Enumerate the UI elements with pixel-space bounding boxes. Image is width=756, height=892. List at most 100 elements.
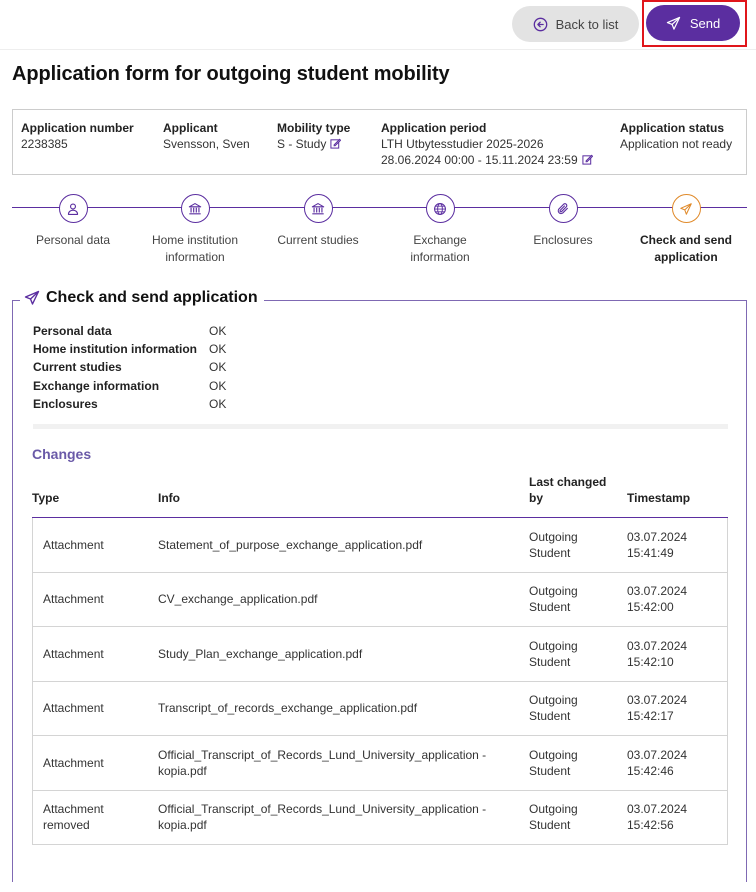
paperclip-icon <box>548 194 578 223</box>
form-stepper: Personal data Home institution informati… <box>12 192 747 264</box>
step-label-line2: information <box>165 250 225 264</box>
person-icon <box>58 194 88 223</box>
application-status-field: Application status Application not ready <box>620 120 732 152</box>
cell-info: Study_Plan_exchange_application.pdf <box>158 627 362 681</box>
summary-label: Current studies <box>33 360 122 375</box>
cell-line: 15:42:56 <box>627 818 674 833</box>
applicant-label: Applicant <box>163 121 218 135</box>
back-to-list-button[interactable]: Back to list <box>512 6 639 42</box>
step-label: Check and send <box>639 233 733 247</box>
step-label: Exchange <box>413 233 467 247</box>
column-header-type: Type <box>32 491 60 505</box>
summary-row: Personal data OK <box>33 323 226 341</box>
application-status-value: Application not ready <box>620 137 733 151</box>
column-header-line: by <box>529 491 544 505</box>
cell-timestamp: 03.07.2024 15:42:56 <box>627 791 687 845</box>
step-check-and-send-application[interactable]: Check and send application <box>621 192 751 266</box>
cell-last-changed-by: Outgoing Student <box>529 682 578 736</box>
cell-line: 15:42:10 <box>627 654 674 669</box>
cell-line: 03.07.2024 <box>627 529 688 544</box>
edit-icon[interactable] <box>582 153 593 165</box>
summary-status: OK <box>209 324 227 338</box>
summary-label: Exchange information <box>33 378 160 393</box>
cell-timestamp: 03.07.2024 15:42:17 <box>627 682 687 736</box>
institution-icon <box>303 194 333 223</box>
column-header-last-changed-by: Last changed by <box>529 474 606 506</box>
cell-line: CV_exchange_application.pdf <box>158 592 318 607</box>
summary-status: OK <box>209 378 227 393</box>
cell-timestamp: 03.07.2024 15:42:00 <box>627 573 687 627</box>
cell-line: 03.07.2024 <box>627 584 688 599</box>
top-bar: Back to list Send <box>0 0 756 50</box>
step-label: Current studies <box>277 233 359 247</box>
cell-line: 15:42:17 <box>627 709 674 724</box>
summary-label: Home institution information <box>33 342 197 357</box>
step-current-studies[interactable]: Current studies <box>253 192 383 249</box>
check-and-send-panel <box>12 300 747 882</box>
globe-icon <box>425 194 455 223</box>
cell-line: Official_Transcript_of_Records_Lund_Univ… <box>158 747 487 762</box>
edit-icon[interactable] <box>330 137 342 149</box>
send-icon <box>671 194 701 223</box>
step-label: Home institution <box>151 233 239 247</box>
table-row: Attachment removed Official_Transcript_of… <box>33 791 727 845</box>
cell-line: Attachment <box>43 537 104 552</box>
cell-line: Outgoing <box>529 693 578 708</box>
cell-type: Attachment <box>43 736 104 790</box>
cell-line: Outgoing <box>529 529 578 544</box>
application-period-dates: 28.06.2024 00:00 - 15.11.2024 23:59 <box>381 153 578 167</box>
back-to-list-label: Back to list <box>555 16 619 32</box>
cell-line: 15:42:00 <box>627 600 674 615</box>
summary-status: OK <box>209 360 227 375</box>
cell-line: 03.07.2024 <box>627 693 688 708</box>
section-divider <box>33 424 728 429</box>
cell-type: Attachment <box>43 573 104 627</box>
column-header-line: Last changed <box>529 475 607 489</box>
summary-row: Home institution information OK <box>33 341 226 359</box>
cell-line: Attachment <box>43 592 104 607</box>
page-title: Application form for outgoing student mo… <box>12 63 450 85</box>
institution-icon <box>180 194 210 223</box>
table-row: Attachment Statement_of_purpose_exchange… <box>33 518 727 573</box>
cell-line: Study_Plan_exchange_application.pdf <box>158 646 363 661</box>
application-status-label: Application status <box>620 121 725 135</box>
cell-line: Attachment <box>43 802 104 817</box>
cell-line: 03.07.2024 <box>627 747 688 762</box>
summary-row: Current studies OK <box>33 359 226 377</box>
application-period-value: LTH Utbytesstudier 2025-2026 <box>381 137 544 151</box>
step-personal-data[interactable]: Personal data <box>8 192 138 249</box>
cell-info: CV_exchange_application.pdf <box>158 573 317 627</box>
cell-line: Outgoing <box>529 802 578 817</box>
cell-line: 15:41:49 <box>627 545 674 560</box>
cell-last-changed-by: Outgoing Student <box>529 518 578 572</box>
step-home-institution-information[interactable]: Home institution information <box>130 192 260 266</box>
cell-timestamp: 03.07.2024 15:41:49 <box>627 518 687 572</box>
send-button[interactable]: Send <box>646 5 740 41</box>
step-exchange-information[interactable]: Exchange information <box>375 192 505 266</box>
changes-table: Attachment Statement_of_purpose_exchange… <box>32 518 728 845</box>
mobility-type-field: Mobility type S - Study <box>277 120 350 152</box>
cell-line: Student <box>529 600 571 615</box>
cell-line: removed <box>43 818 90 833</box>
cell-line: Student <box>529 709 571 724</box>
application-period-field: Application period LTH Utbytesstudier 20… <box>381 120 593 168</box>
summary-row: Enclosures OK <box>33 396 226 414</box>
step-label: Enclosures <box>533 233 593 247</box>
cell-type: Attachment <box>43 682 104 736</box>
summary-label: Enclosures <box>33 396 98 411</box>
application-number-value: 2238385 <box>21 137 68 151</box>
cell-line: Attachment <box>43 755 104 770</box>
changes-heading: Changes <box>32 446 92 462</box>
application-info-box: Application number 2238385 Applicant Sve… <box>12 109 747 175</box>
summary-status: OK <box>209 342 227 357</box>
cell-line: Outgoing <box>529 747 578 762</box>
applicant-field: Applicant Svensson, Sven <box>163 120 250 152</box>
table-row: Attachment Study_Plan_exchange_applicati… <box>33 627 727 682</box>
cell-info: Transcript_of_records_exchange_applicati… <box>158 682 417 736</box>
cell-line: Outgoing <box>529 638 578 653</box>
cell-line: Outgoing <box>529 584 578 599</box>
summary-row: Exchange information OK <box>33 378 226 396</box>
cell-line: Statement_of_purpose_exchange_applicatio… <box>158 537 423 552</box>
step-enclosures[interactable]: Enclosures <box>498 192 628 249</box>
step-label-line2: information <box>410 250 470 264</box>
